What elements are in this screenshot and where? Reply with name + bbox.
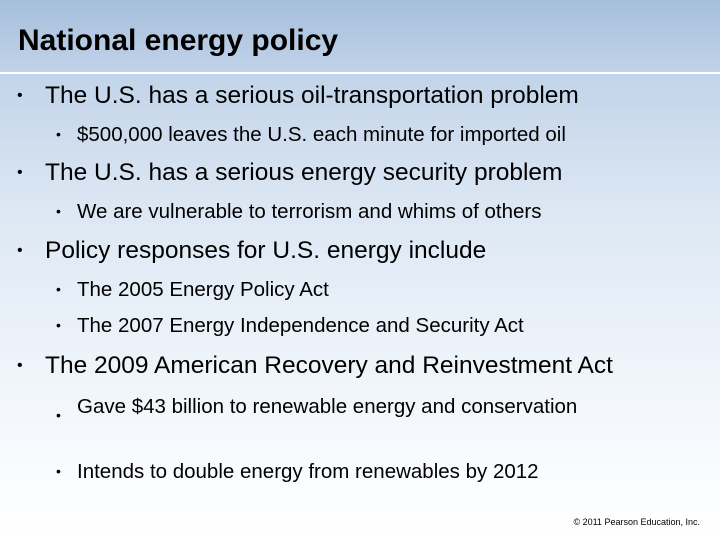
- bullet-item: • The U.S. has a serious energy security …: [17, 159, 562, 187]
- sub-bullet-text: The 2005 Energy Policy Act: [77, 278, 329, 301]
- bullet-icon: •: [56, 317, 61, 333]
- bullet-item: • The U.S. has a serious oil-transportati…: [17, 82, 579, 110]
- bullet-icon: •: [56, 126, 61, 142]
- title-divider: [0, 72, 720, 74]
- sub-bullet-item: • The 2007 Energy Independence and Securi…: [56, 314, 524, 338]
- sub-bullet-text: The 2007 Energy Independence and Securit…: [77, 314, 524, 337]
- bullet-icon: •: [56, 281, 61, 297]
- bullet-text: The U.S. has a serious energy security p…: [45, 159, 563, 186]
- sub-bullet-item: • We are vulnerable to terrorism and whim…: [56, 200, 541, 224]
- sub-bullet-text: We are vulnerable to terrorism and whims…: [77, 200, 542, 223]
- sub-bullet-text: $500,000 leaves the U.S. each minute for…: [77, 123, 566, 146]
- bullet-text: The 2009 American Recovery and Reinvestm…: [45, 352, 613, 379]
- sub-bullet-text: Gave $43 billion to renewable energy and…: [77, 395, 578, 418]
- bullet-icon: •: [56, 463, 61, 479]
- bullet-icon: •: [56, 407, 61, 423]
- bullet-icon: •: [17, 242, 23, 259]
- bullet-icon: •: [17, 164, 23, 181]
- bullet-icon: •: [56, 203, 61, 219]
- bullet-icon: •: [17, 357, 23, 374]
- sub-bullet-item: • The 2005 Energy Policy Act: [56, 278, 329, 302]
- slide-title: National energy policy: [18, 24, 339, 57]
- sub-bullet-item: • $500,000 leaves the U.S. each minute fo…: [56, 123, 566, 147]
- bullet-icon: •: [17, 87, 23, 104]
- copyright-notice: © 2011 Pearson Education, Inc.: [573, 517, 700, 527]
- bullet-item: • Policy responses for U.S. energy includ…: [17, 237, 486, 265]
- bullet-text: Policy responses for U.S. energy include: [45, 237, 487, 264]
- bullet-text: The U.S. has a serious oil-transportatio…: [45, 82, 579, 109]
- sub-bullet-item: • Gave $43 billion to renewable energy an…: [56, 391, 597, 423]
- sub-bullet-text: Intends to double energy from renewables…: [77, 460, 539, 483]
- bullet-item: • The 2009 American Recovery and Reinvest…: [17, 352, 613, 380]
- sub-bullet-item: • Intends to double energy from renewable…: [56, 460, 539, 484]
